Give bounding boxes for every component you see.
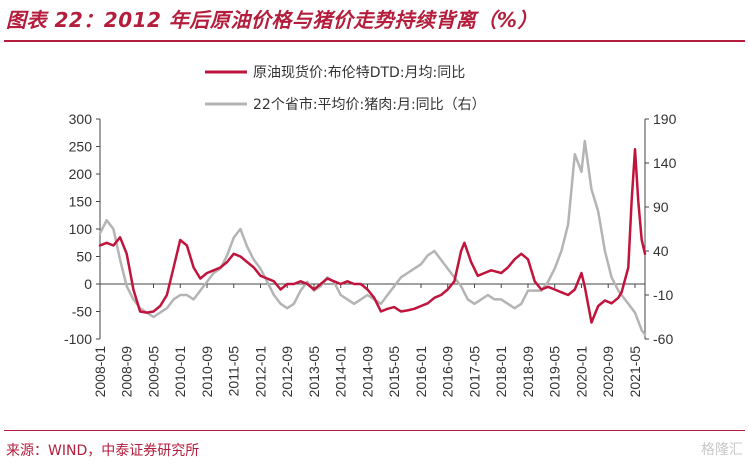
source-note: 来源：WIND，中泰证券研究所 xyxy=(6,443,200,459)
x-tick-label: 2019-05 xyxy=(547,346,563,398)
right-tick-label: 90 xyxy=(653,199,669,215)
x-tick-label: 2016-01 xyxy=(413,346,429,398)
chart-series xyxy=(98,139,647,336)
x-tick-label: 2020-01 xyxy=(573,346,589,398)
left-tick-label: 0 xyxy=(84,276,92,292)
x-tick-label: 2008-09 xyxy=(119,346,135,398)
left-tick-label: -50 xyxy=(72,304,92,320)
watermark: 格隆汇 xyxy=(701,442,743,458)
x-tick-label: 2013-05 xyxy=(306,346,322,398)
x-tick-label: 2014-01 xyxy=(333,346,349,398)
left-tick-label: 50 xyxy=(76,249,92,265)
x-tick-label: 2012-01 xyxy=(252,346,268,398)
x-tick-label: 2014-09 xyxy=(359,346,375,398)
brent-oil-yoy-line xyxy=(98,148,647,324)
source-divider xyxy=(4,430,745,431)
left-tick-label: 200 xyxy=(69,166,93,182)
x-tick-label: 2020-09 xyxy=(600,346,616,398)
left-tick-label: 300 xyxy=(69,111,93,127)
x-tick-label: 2021-05 xyxy=(627,346,643,398)
chart-axes: 300 250 200 150 100 50 0 -50 -100 190 140 90 40 -10 -6… xyxy=(64,111,677,397)
x-tick-label: 2011-05 xyxy=(226,346,242,397)
x-tick-label: 2008-01 xyxy=(92,346,108,398)
x-tick-label: 2015-05 xyxy=(386,346,402,398)
left-tick-label: 150 xyxy=(69,194,93,210)
x-tick-label: 2016-09 xyxy=(440,346,456,398)
right-tick-label: 40 xyxy=(653,243,669,259)
x-tick-label: 2018-01 xyxy=(493,346,509,398)
figure-title: 图表 22：2012 年后原油价格与猪价走势持续背离（%） xyxy=(6,8,538,32)
legend-label: 22个省市:平均价:猪肉:月:同比（右） xyxy=(253,96,486,113)
right-tick-label: -10 xyxy=(653,287,673,303)
left-tick-label: 100 xyxy=(69,221,93,237)
x-tick-label: 2010-09 xyxy=(199,346,215,398)
x-tick-label: 2012-09 xyxy=(279,346,295,398)
left-tick-label: -100 xyxy=(64,331,92,347)
x-tick-label: 2017-05 xyxy=(466,346,482,398)
x-tick-label: 2009-05 xyxy=(145,346,161,398)
right-tick-label: -60 xyxy=(653,331,673,347)
x-tick-label: 2018-09 xyxy=(520,346,536,398)
chart-legend: 原油现货价:布伦特DTD:月均:同比 22个省市:平均价:猪肉:月:同比（右） xyxy=(205,64,486,113)
left-tick-label: 250 xyxy=(69,139,93,155)
pork-price-yoy-line xyxy=(98,139,647,336)
legend-label: 原油现货价:布伦特DTD:月均:同比 xyxy=(253,64,465,81)
right-tick-label: 140 xyxy=(653,155,677,171)
title-divider xyxy=(4,40,745,42)
right-tick-label: 190 xyxy=(653,111,677,127)
x-tick-label: 2010-01 xyxy=(172,346,188,398)
